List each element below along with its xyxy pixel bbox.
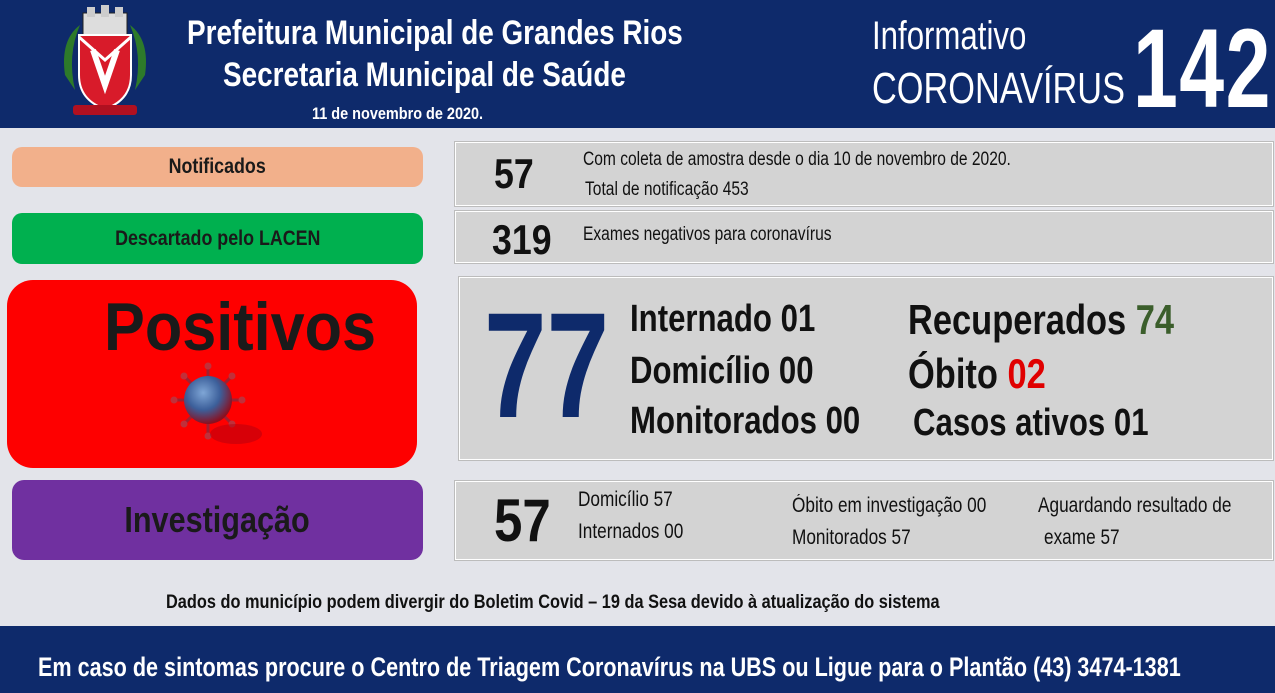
investigacao-obito: Óbito em investigação 00 (792, 494, 987, 517)
coronavirus-icon (170, 362, 262, 444)
investigacao-aguardando-2: exame 57 (1044, 526, 1120, 549)
monitorados-count: Monitorados 00 (630, 400, 861, 442)
investigacao-panel (455, 481, 1273, 560)
descartado-value: 319 (492, 216, 552, 263)
positivos-value: 77 (484, 281, 610, 449)
footer-text: Em caso de sintomas procure o Centro de … (38, 652, 1181, 682)
obito-count: Óbito 02 (908, 350, 1046, 398)
page-subtitle: Secretaria Municipal de Saúde (223, 56, 626, 94)
info-label: Informativo (872, 14, 1027, 58)
bulletin-number: 142 (1133, 6, 1272, 131)
notificados-note-1: Com coleta de amostra desde o dia 10 de … (583, 149, 1011, 170)
coronavirus-label: CORONAVÍRUS (872, 64, 1125, 113)
bulletin-date: 11 de novembro de 2020. (312, 104, 484, 123)
positivos-label: Positivos (104, 289, 377, 365)
investigacao-monitorados: Monitorados 57 (792, 526, 911, 549)
descartado-label: Descartado pelo LACEN (114, 226, 321, 250)
notificados-label: Notificados (168, 155, 267, 178)
page-title: Prefeitura Municipal de Grandes Rios (187, 14, 683, 52)
investigacao-domicilio: Domicílio 57 (578, 488, 673, 511)
notificados-pill: Notificados (12, 147, 423, 187)
obito-value: 02 (1007, 350, 1046, 397)
positivos-panel (459, 277, 1273, 460)
notificados-value: 57 (494, 150, 534, 197)
descartado-panel (455, 211, 1273, 263)
obito-label: Óbito (908, 350, 998, 397)
investigacao-value: 57 (494, 487, 551, 554)
disclaimer-text: Dados do município podem divergir do Bol… (166, 592, 940, 613)
notificados-panel (455, 142, 1273, 206)
header-banner (0, 0, 1275, 128)
internado-count: Internado 01 (630, 298, 816, 340)
descartado-pill: Descartado pelo LACEN (12, 213, 423, 264)
investigacao-pill: Investigação (12, 480, 423, 560)
notificados-note-2: Total de notificação 453 (585, 179, 749, 200)
footer-banner (0, 626, 1275, 693)
casos-ativos-count: Casos ativos 01 (913, 402, 1149, 444)
municipal-crest-icon (64, 5, 146, 115)
investigacao-aguardando-1: Aguardando resultado de (1038, 494, 1232, 517)
recuperados-count: Recuperados 74 (908, 296, 1174, 344)
recuperados-label: Recuperados (908, 296, 1127, 343)
descartado-note: Exames negativos para coronavírus (583, 224, 832, 245)
recuperados-value: 74 (1135, 296, 1175, 343)
domicilio-count: Domicílio 00 (630, 350, 814, 392)
investigacao-label: Investigação (124, 499, 311, 540)
investigacao-internados: Internados 00 (578, 520, 684, 543)
